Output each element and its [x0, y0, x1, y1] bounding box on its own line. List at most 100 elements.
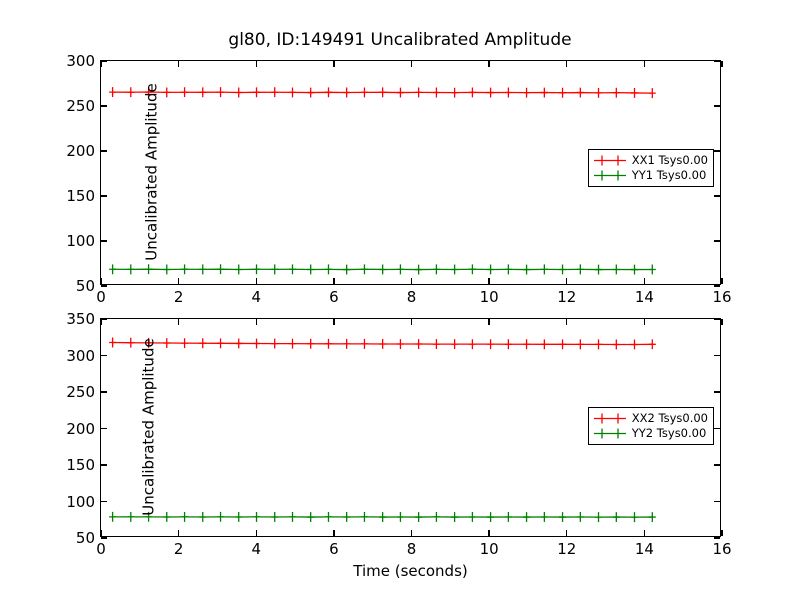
y-tick-label: 50 — [75, 277, 95, 295]
data-marker — [181, 87, 189, 98]
data-marker — [595, 87, 603, 98]
data-marker — [432, 511, 440, 522]
data-marker — [559, 339, 567, 350]
data-marker — [396, 339, 404, 349]
y-tick-mark — [101, 464, 107, 466]
data-marker — [648, 88, 656, 99]
data-marker — [648, 264, 656, 275]
plot-area-bottom — [101, 319, 720, 536]
x-tick-label: 0 — [96, 288, 106, 306]
data-marker — [199, 264, 207, 275]
x-tick-mark — [410, 61, 413, 67]
x-tick-mark — [100, 530, 102, 536]
data-marker — [289, 511, 296, 522]
legend-swatch-xx2 — [593, 412, 627, 425]
x-tick-mark — [643, 61, 646, 67]
data-marker — [379, 512, 387, 522]
legend-top: XX1 Tsys0.00 YY1 Tsys0.00 — [587, 149, 714, 187]
data-marker — [415, 339, 423, 349]
data-marker — [396, 264, 404, 275]
x-tick-label: 6 — [329, 540, 339, 558]
legend-bottom: XX2 Tsys0.00 YY2 Tsys0.00 — [587, 407, 714, 445]
data-marker — [396, 87, 404, 98]
x-tick-mark — [255, 61, 257, 67]
data-marker — [523, 339, 531, 350]
x-tick-label: 8 — [406, 540, 417, 558]
y-tick-mark — [714, 354, 720, 357]
y-tick-mark — [714, 391, 720, 393]
legend-swatch-yy1 — [593, 169, 627, 182]
y-tick-mark — [714, 537, 720, 539]
data-marker — [576, 512, 584, 522]
x-tick-mark — [566, 319, 568, 325]
data-marker — [595, 264, 603, 275]
y-tick-mark — [101, 150, 107, 152]
data-marker — [631, 339, 638, 350]
data-marker — [199, 87, 207, 98]
data-marker — [289, 264, 296, 275]
legend-item-yy1: YY1 Tsys0.00 — [593, 168, 708, 183]
x-tick-mark — [643, 319, 646, 325]
y-tick-mark — [101, 240, 107, 242]
data-marker — [127, 337, 135, 348]
y-axis-title-top: Uncalibrated Amplitude — [142, 82, 161, 261]
x-tick-mark — [255, 319, 257, 325]
data-marker — [451, 512, 459, 522]
data-marker — [487, 339, 495, 350]
data-marker — [360, 338, 368, 349]
data-marker — [109, 337, 117, 348]
data-marker — [523, 512, 531, 522]
y-tick-mark — [714, 464, 720, 466]
data-marker — [145, 264, 153, 275]
y-tick-mark — [101, 391, 107, 393]
data-marker — [451, 339, 459, 350]
x-tick-label: 14 — [634, 540, 654, 558]
data-marker — [235, 512, 243, 522]
y-tick-mark — [101, 60, 107, 62]
data-marker — [396, 512, 404, 522]
axes-panel-top: 50 100 150 200 250 300 0 2 4 6 8 10 12 14 16 Uncalibra… — [66, 52, 731, 306]
legend-item-yy2: YY2 Tsys0.00 — [593, 426, 708, 441]
x-tick-label: 2 — [173, 540, 184, 558]
data-marker — [324, 264, 332, 275]
y-tick-mark — [101, 318, 107, 320]
x-tick-mark — [255, 278, 257, 284]
data-marker — [360, 511, 368, 522]
data-marker — [504, 339, 512, 350]
data-marker — [127, 87, 135, 98]
x-tick-mark — [333, 319, 335, 325]
data-marker — [576, 339, 584, 350]
x-tick-label: 16 — [712, 540, 732, 558]
y-tick-mark — [101, 195, 107, 197]
data-marker — [451, 87, 459, 98]
y-tick-label: 250 — [66, 383, 95, 401]
data-marker — [360, 87, 368, 98]
data-marker — [432, 264, 440, 275]
x-tick-mark — [333, 278, 335, 284]
data-marker — [648, 339, 656, 350]
legend-label-yy1: YY1 Tsys0.00 — [631, 168, 707, 182]
x-tick-mark — [488, 319, 490, 325]
y-tick-label: 300 — [66, 52, 95, 70]
data-canvas-bottom — [109, 337, 656, 523]
data-marker — [324, 338, 332, 349]
data-marker — [540, 339, 548, 350]
data-marker — [360, 264, 368, 275]
y-tick-mark — [714, 150, 720, 152]
data-marker — [559, 512, 567, 522]
x-tick-label: 6 — [329, 288, 339, 306]
data-marker — [343, 512, 351, 522]
x-tick-mark — [177, 319, 180, 325]
data-marker — [127, 264, 135, 275]
y-tick-mark — [101, 537, 107, 539]
data-marker — [217, 338, 225, 349]
x-tick-label: 12 — [557, 288, 577, 306]
x-tick-mark — [721, 61, 723, 67]
data-marker — [343, 87, 351, 98]
x-tick-label: 8 — [406, 288, 417, 306]
y-tick-mark — [101, 354, 107, 357]
figure-title: gl80, ID:149491 Uncalibrated Amplitude — [228, 30, 572, 50]
data-marker — [576, 264, 584, 275]
y-tick-mark — [714, 195, 720, 197]
data-marker — [468, 264, 476, 275]
